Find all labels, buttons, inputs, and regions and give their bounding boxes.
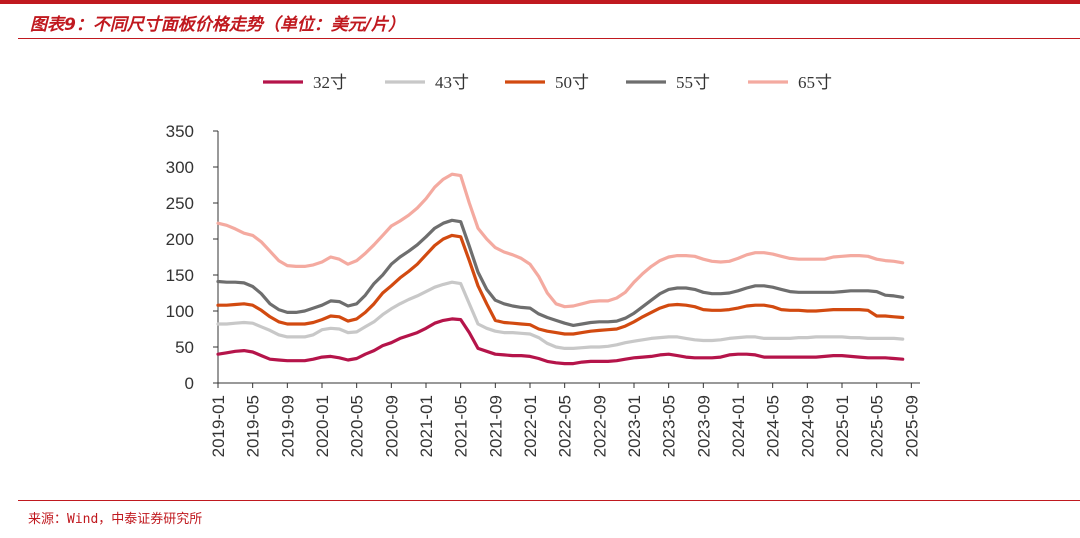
x-tick-label: 2025-09 xyxy=(902,395,921,457)
top-accent-bar xyxy=(0,0,1080,4)
source-note: 来源：Wind，中泰证券研究所 xyxy=(28,512,203,527)
x-tick-label: 2025-05 xyxy=(868,395,887,457)
legend-label-4: 65寸 xyxy=(798,73,832,92)
y-tick-label: 350 xyxy=(166,122,194,141)
series-line-4 xyxy=(216,172,905,309)
legend-label-1: 43寸 xyxy=(435,73,469,92)
x-tick-label: 2022-01 xyxy=(521,395,540,457)
y-tick-label: 150 xyxy=(166,266,194,285)
x-tick-label: 2022-05 xyxy=(556,395,575,457)
footer-divider xyxy=(18,500,1080,501)
x-tick-label: 2023-05 xyxy=(660,395,679,457)
y-tick-label: 300 xyxy=(166,158,194,177)
y-tick-label: 50 xyxy=(175,338,194,357)
x-tick-label: 2021-05 xyxy=(452,395,471,457)
y-tick-label: 100 xyxy=(166,302,194,321)
x-tick-label: 2019-01 xyxy=(209,395,228,457)
x-tick-label: 2023-09 xyxy=(694,395,713,457)
legend-label-3: 55寸 xyxy=(676,73,710,92)
line-chart: 0 50 100 150 200 250 300 350 2019-01 2019-05 2019-… xyxy=(166,73,922,457)
x-tick-label: 2022-09 xyxy=(590,395,609,457)
x-tick-label: 2019-05 xyxy=(244,395,263,457)
x-tick-label: 2024-05 xyxy=(764,395,783,457)
x-tick-label: 2020-05 xyxy=(348,395,367,457)
series-line-2 xyxy=(216,233,905,336)
y-tick-label: 0 xyxy=(185,374,194,393)
y-tick-label: 200 xyxy=(166,230,194,249)
x-tick-label: 2025-01 xyxy=(833,395,852,457)
x-tick-label: 2020-01 xyxy=(313,395,332,457)
x-tick-label: 2020-09 xyxy=(382,395,401,457)
title-divider xyxy=(18,38,1080,39)
series-line-3 xyxy=(216,218,905,327)
x-tick-label: 2021-01 xyxy=(417,395,436,457)
y-tick-label: 250 xyxy=(166,194,194,213)
x-tick-label: 2024-09 xyxy=(798,395,817,457)
series-line-1 xyxy=(216,280,905,350)
x-tick-label: 2019-09 xyxy=(278,395,297,457)
series-line-0 xyxy=(216,317,905,366)
legend-label-2: 50寸 xyxy=(555,73,589,92)
x-tick-label: 2024-01 xyxy=(729,395,748,457)
x-tick-label: 2023-01 xyxy=(625,395,644,457)
legend-label-0: 32寸 xyxy=(313,73,347,92)
x-tick-label: 2021-09 xyxy=(486,395,505,457)
figure-title: 图表9：不同尺寸面板价格走势（单位：美元/片） xyxy=(30,15,406,35)
